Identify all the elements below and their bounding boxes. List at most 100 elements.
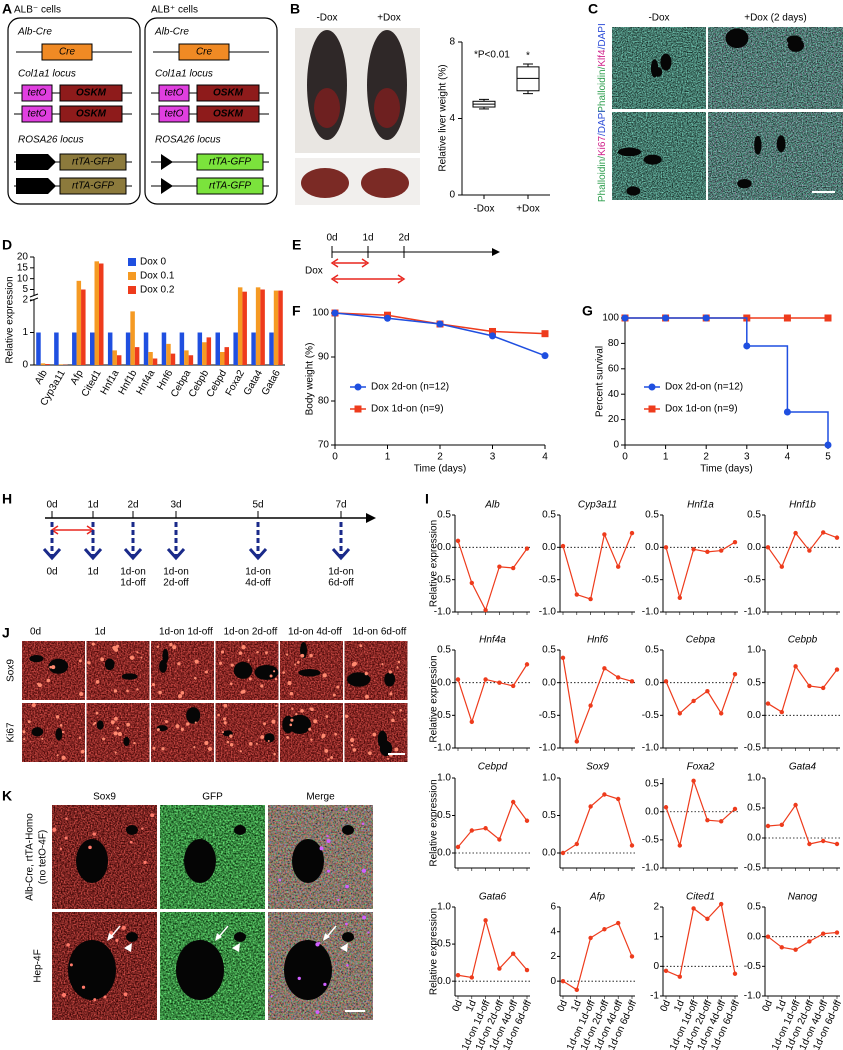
cell-dot — [319, 846, 324, 851]
cell-dot — [381, 663, 384, 666]
cell-dot — [165, 720, 168, 724]
cell-dot — [229, 734, 233, 738]
y-axis-title: Percent survival — [595, 346, 606, 417]
timeline-label: 3d — [170, 500, 181, 511]
cell-dot — [309, 653, 313, 658]
pointer-arrow-head — [107, 933, 114, 941]
teto-label: tetO — [28, 109, 47, 120]
column-label: 0d — [30, 627, 41, 638]
y-tick-label: 0.5 — [645, 510, 659, 521]
vessel — [298, 669, 321, 677]
cell-dot — [94, 721, 97, 725]
y-tick-label: -0.5 — [642, 710, 660, 721]
rtta-label: rtTA-GFP — [72, 157, 114, 168]
x-tick-label: 0 — [332, 452, 338, 463]
point — [483, 918, 488, 923]
legend-marker — [354, 383, 362, 391]
y-tick-label: 0.5 — [747, 902, 761, 913]
point — [663, 545, 669, 550]
series-line — [665, 541, 736, 601]
cell-dot — [368, 751, 372, 755]
y-tick-label: 1 — [653, 931, 659, 942]
point — [489, 327, 496, 335]
bar — [112, 350, 117, 365]
bar — [278, 290, 283, 365]
row-label: Alb-Cre, rtTA-Homo — [25, 813, 36, 901]
cell-dot — [403, 718, 406, 721]
cell-dot — [248, 741, 253, 746]
sample-arrow-head — [83, 548, 103, 561]
y-tick-label: 60 — [608, 363, 620, 374]
cell-dot — [332, 693, 336, 697]
arrow-head — [330, 274, 339, 284]
series-line — [562, 657, 633, 744]
cell-dot — [287, 681, 292, 686]
cell-dot — [300, 653, 305, 658]
cell-dot — [322, 673, 327, 678]
cell-dot — [294, 663, 297, 666]
cell-dot — [91, 642, 95, 646]
cell-dot — [169, 642, 173, 647]
bar — [202, 342, 207, 365]
point — [821, 530, 826, 535]
pointer-triangle — [232, 943, 240, 952]
point — [663, 805, 669, 810]
cell-dot — [61, 755, 66, 760]
mouse-abdomen — [374, 88, 400, 128]
vessel — [342, 932, 354, 942]
point — [629, 954, 635, 959]
y-tick-label: -0.5 — [744, 743, 762, 754]
x-tick-label: +Dox — [516, 204, 540, 215]
cell-dot — [37, 683, 42, 688]
bar — [94, 261, 99, 365]
bar — [36, 332, 41, 365]
legend-label: Dox 1d-on (n=9) — [665, 404, 738, 415]
y-tick-label: 0.5 — [747, 677, 761, 688]
series-line — [562, 922, 633, 991]
teto-box — [21, 105, 53, 123]
vessel — [643, 154, 662, 165]
point — [469, 975, 474, 980]
cell-dot — [392, 711, 395, 714]
y-tick-label: 1.0 — [437, 902, 451, 913]
point — [511, 799, 516, 805]
row-label: (no tetO-4F) — [38, 830, 49, 884]
point — [489, 332, 496, 340]
x-tick-label: Alb — [33, 368, 50, 386]
vessel — [159, 659, 168, 673]
y-tick-label: 0.5 — [437, 939, 451, 950]
cell-dot — [359, 644, 363, 648]
chart-title: Nanog — [788, 892, 818, 903]
point — [719, 901, 724, 907]
point — [705, 688, 710, 694]
cell-dot — [113, 689, 118, 693]
point — [629, 679, 635, 684]
point — [765, 823, 771, 829]
series-line — [767, 803, 838, 845]
bar — [40, 363, 46, 365]
cell-dot — [140, 656, 143, 659]
cell-dot — [59, 724, 63, 727]
lox-site — [161, 154, 173, 170]
rtta-box — [196, 153, 264, 171]
oskm-label: OSKM — [213, 109, 244, 120]
axis-break — [29, 293, 39, 298]
bar — [148, 352, 153, 365]
vessel — [123, 736, 130, 747]
x-tick-label: 2 — [703, 452, 709, 463]
panel-label: A — [2, 1, 12, 17]
chart-title: Foxa2 — [687, 762, 715, 773]
cell-dot — [265, 651, 268, 655]
y-tick-label: -0.5 — [744, 574, 762, 585]
sample-arrow-head — [42, 548, 62, 561]
row-label-part: /DAPI — [597, 23, 608, 49]
x-tick-label: Afp — [69, 368, 86, 387]
cell-dot — [229, 742, 234, 747]
cell-dot — [238, 651, 243, 655]
bar — [179, 332, 185, 365]
sample-label: 4d-off — [245, 578, 271, 589]
point — [691, 778, 696, 784]
y-tick-label: 0.0 — [747, 710, 761, 721]
vessel — [254, 664, 279, 680]
cell-dot — [308, 727, 312, 731]
